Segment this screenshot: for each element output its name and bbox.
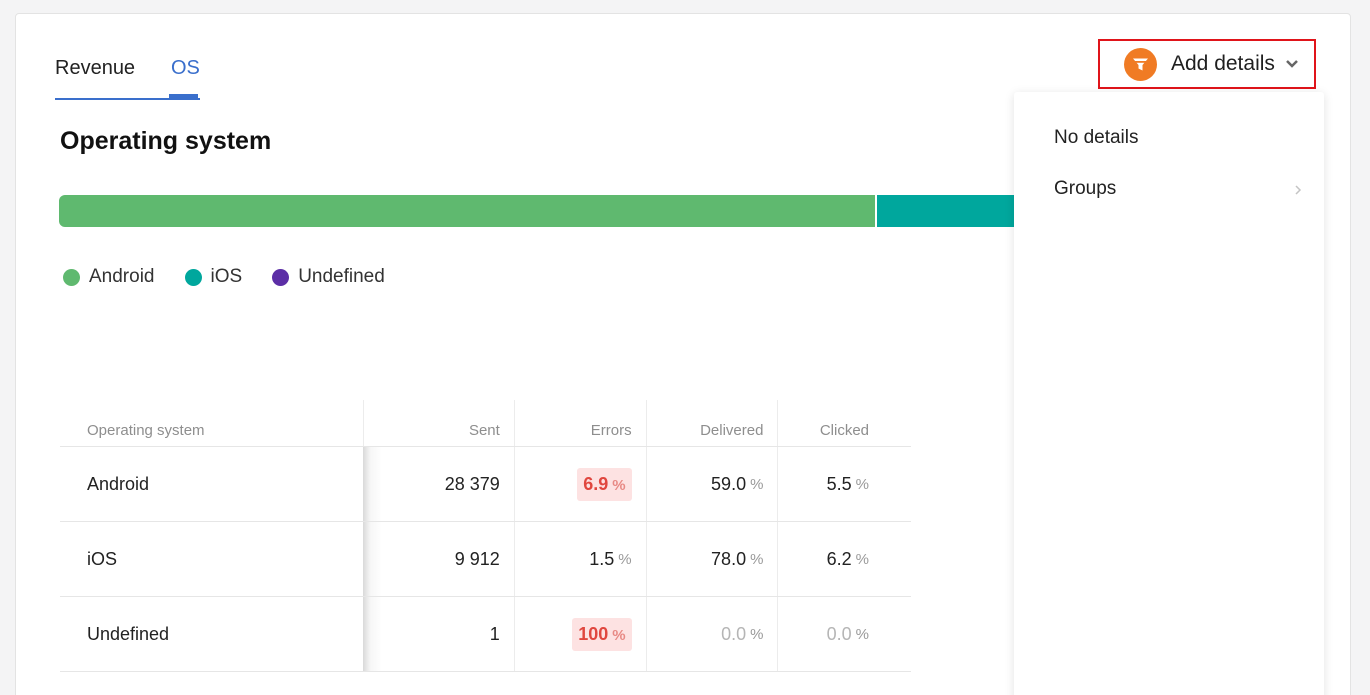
column-shadow [362,597,382,671]
share-segment-android [59,195,875,227]
row-sent: 1 [489,623,500,644]
error-badge: 100 % [572,617,632,651]
legend-item-undefined[interactable]: Undefined [272,266,385,288]
table-row: iOS 9 912 1.5 % 78.0 % 6.2 % [60,522,911,597]
percent-sign: % [855,550,869,568]
percent-sign: % [855,625,869,643]
row-delivered: 59.0 % [645,447,778,521]
header-errors[interactable]: Errors [513,400,646,446]
legend-item-android[interactable]: Android [63,266,155,288]
legend-dot-android [63,268,80,286]
column-shadow [362,522,382,596]
add-details-dropdown: No details Groups [1014,92,1324,695]
row-clicked: 6.2 % [777,522,911,596]
legend-item-ios[interactable]: iOS [184,266,243,288]
row-clicked: 0.0 % [777,597,911,671]
os-stats-table: Operating system Sent Errors Delivered C… [60,400,911,672]
percent-sign: % [750,625,764,643]
header-clicked[interactable]: Clicked [777,400,911,446]
row-errors-value: 6.9 [583,473,609,494]
row-os-name: Android [87,473,150,494]
row-clicked: 5.5 % [777,447,911,521]
row-errors: 100 % [513,597,646,671]
legend-label-ios: iOS [210,266,243,287]
column-shadow [362,447,382,521]
dropdown-item-no-details[interactable]: No details [1054,127,1139,148]
row-delivered-value: 0.0 [721,623,747,644]
row-delivered-value: 78.0 [711,548,747,569]
legend: Android iOS Undefined [63,266,415,288]
legend-dot-undefined [272,268,290,286]
percent-sign: % [612,626,626,644]
tab-os[interactable]: OS [171,57,200,79]
table-row: Android 28 379 6.9 % 59.0 % 5.5 % [60,447,911,522]
row-sent: 9 912 [454,548,500,569]
row-clicked-value: 5.5 [826,473,852,494]
row-clicked-value: 0.0 [826,623,852,644]
error-badge: 6.9 % [577,467,632,501]
share-segment-ios [875,195,1019,227]
row-errors-value: 1.5 [589,548,615,569]
chevron-down-icon [1286,60,1298,68]
header-os[interactable]: Operating system [87,421,205,439]
active-tab-indicator [169,94,198,98]
row-errors-value: 100 [578,623,609,644]
row-errors: 6.9 % [513,447,646,521]
table-row: Undefined 1 100 % 0.0 % 0.0 % [60,597,911,672]
percent-sign: % [750,475,764,493]
tab-revenue[interactable]: Revenue [55,57,136,79]
report-tabs: Revenue OS [55,53,200,100]
percent-sign: % [618,550,632,568]
page-title: Operating system [60,127,272,155]
percent-sign: % [855,475,869,493]
filter-icon [1124,47,1157,81]
row-errors: 1.5 % [513,522,646,596]
legend-dot-ios [184,268,202,286]
row-delivered-value: 59.0 [711,473,747,494]
row-clicked-value: 6.2 [826,548,852,569]
legend-label-undefined: Undefined [298,266,385,287]
legend-label-android: Android [89,266,155,287]
percent-sign: % [750,550,764,568]
table-header: Operating system Sent Errors Delivered C… [60,400,911,447]
row-sent: 28 379 [444,473,500,494]
row-delivered: 78.0 % [645,522,778,596]
header-sent[interactable]: Sent [362,400,514,446]
percent-sign: % [612,476,626,494]
os-share-bar [59,195,1019,227]
add-details-button[interactable]: Add details [1098,39,1316,89]
header-delivered[interactable]: Delivered [645,400,778,446]
row-delivered: 0.0 % [645,597,778,671]
row-os-name: iOS [87,548,118,569]
chevron-right-icon [1295,185,1302,195]
dropdown-item-groups[interactable]: Groups [1054,178,1117,199]
row-os-name: Undefined [87,623,170,644]
add-details-label: Add details [1171,52,1275,75]
